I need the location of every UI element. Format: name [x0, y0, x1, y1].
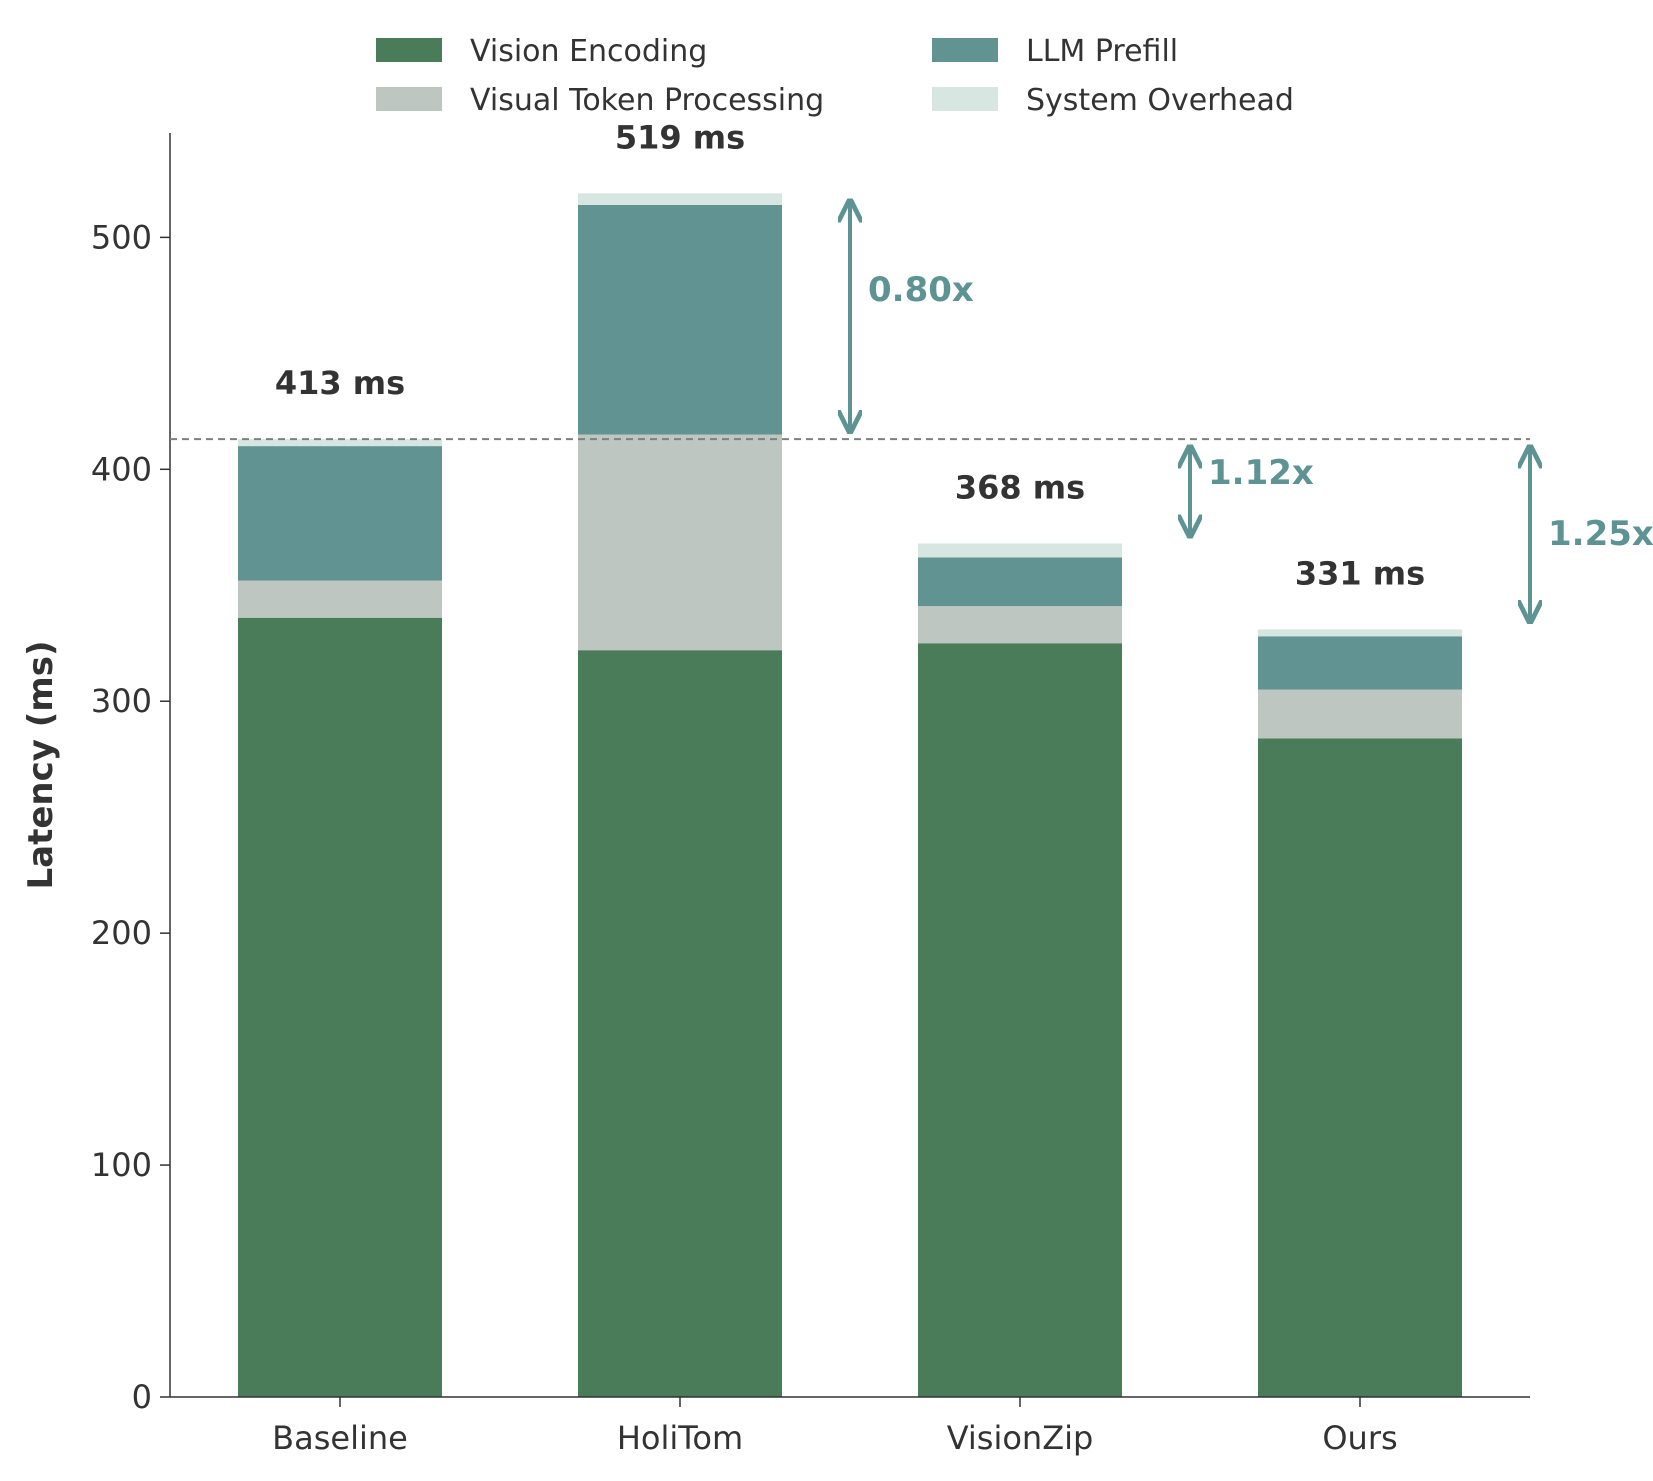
bar-segment-1-3: [578, 193, 782, 205]
bar-segment-0-1: [238, 580, 442, 618]
bar-segment-0-2: [238, 446, 442, 581]
bar-segment-0-3: [238, 439, 442, 447]
total-label-0: 413 ms: [275, 364, 405, 402]
speedup-label-1: 1.12x: [1208, 453, 1314, 493]
bar-segment-2-0: [918, 643, 1122, 1397]
bar-segment-3-3: [1258, 629, 1462, 637]
legend-swatch-2: [932, 38, 998, 62]
speedup-label-2: 1.25x: [1548, 514, 1653, 554]
x-tick-label-1: HoliTom: [617, 1419, 743, 1457]
legend-label-3: System Overhead: [1026, 83, 1294, 118]
y-tick-label-0: 0: [132, 1378, 152, 1416]
legend-swatch-0: [376, 38, 442, 62]
axes: 0 100 200 300 400 500 Baseline HoliTom VisionZip…: [21, 133, 1530, 1457]
x-tick-label-2: VisionZip: [947, 1419, 1094, 1457]
legend-swatch-3: [932, 87, 998, 111]
bar-segment-3-1: [1258, 689, 1462, 739]
legend: Vision Encoding Visual Token Processing LL…: [376, 34, 1294, 118]
legend-label-2: LLM Prefill: [1026, 34, 1178, 69]
x-tick-label-0: Baseline: [272, 1419, 408, 1457]
bar-segment-1-2: [578, 204, 782, 435]
bar-segment-1-0: [578, 650, 782, 1397]
bar-segment-3-2: [1258, 636, 1462, 690]
bar-segment-1-1: [578, 434, 782, 651]
y-tick-label-3: 300: [91, 682, 152, 720]
bars: [238, 193, 1462, 1397]
total-label-3: 331 ms: [1295, 554, 1425, 592]
y-axis-title: Latency (ms): [21, 640, 61, 889]
bar-segment-3-0: [1258, 738, 1462, 1397]
y-tick-label-1: 100: [91, 1146, 152, 1184]
x-tick-label-3: Ours: [1322, 1419, 1397, 1457]
legend-swatch-1: [376, 87, 442, 111]
total-label-1: 519 ms: [615, 118, 745, 156]
bar-segment-2-2: [918, 557, 1122, 607]
annotations: 413 ms 519 ms 368 ms 331 ms 0.80x 1.12x 1.25x: [170, 118, 1653, 619]
legend-label-1: Visual Token Processing: [470, 83, 824, 118]
bar-segment-2-3: [918, 543, 1122, 558]
total-label-2: 368 ms: [955, 469, 1085, 507]
bar-segment-2-1: [918, 606, 1122, 644]
y-tick-label-2: 200: [91, 914, 152, 952]
y-tick-label-4: 400: [91, 450, 152, 488]
y-tick-label-5: 500: [91, 218, 152, 256]
bar-segment-0-0: [238, 617, 442, 1397]
legend-label-0: Vision Encoding: [470, 34, 707, 69]
speedup-label-0: 0.80x: [868, 270, 974, 310]
